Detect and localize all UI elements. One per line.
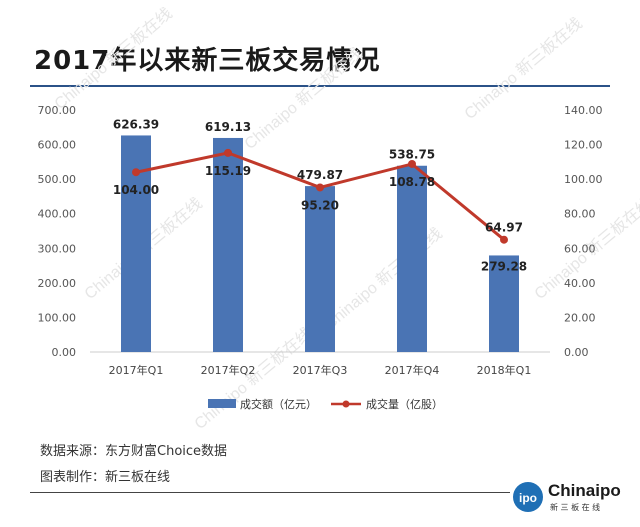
y-left-tick-label: 100.00 — [38, 311, 77, 324]
y-left-tick-label: 700.00 — [38, 104, 77, 117]
y-right-tick-label: 80.00 — [564, 208, 596, 221]
line-value-label: 95.20 — [301, 198, 339, 212]
legend-label-bar: 成交额（亿元） — [240, 397, 317, 411]
chart-title: 2017年以来新三板交易情况 — [34, 46, 381, 76]
source-note: 数据来源：东方财富Choice数据 — [40, 444, 228, 459]
y-right-tick-label: 120.00 — [564, 139, 603, 152]
title-divider — [30, 85, 610, 87]
bar — [397, 165, 427, 352]
watermark: Chinaipo 新三板在线 — [241, 44, 366, 153]
x-tick-label: 2017年Q4 — [385, 363, 440, 377]
line-point — [224, 148, 232, 157]
bar-value-label: 479.87 — [297, 168, 343, 182]
bar — [305, 186, 335, 352]
footer-divider — [30, 492, 510, 493]
y-left-tick-label: 600.00 — [38, 139, 77, 152]
y-left-tick-label: 0.00 — [52, 346, 77, 359]
legend-swatch-point — [342, 400, 350, 408]
x-tick-label: 2017年Q3 — [293, 363, 348, 377]
bar — [213, 137, 243, 352]
y-right-tick-label: 140.00 — [564, 104, 603, 117]
line-point — [408, 159, 416, 168]
bar-value-label: 619.13 — [205, 120, 251, 134]
line-point — [500, 235, 508, 244]
svg-text:新 三 板 在 线: 新 三 板 在 线 — [550, 502, 600, 512]
y-left-tick-label: 200.00 — [38, 277, 77, 290]
bar — [121, 135, 151, 352]
line-value-label: 108.78 — [389, 175, 435, 189]
line-value-label: 64.97 — [485, 221, 523, 235]
x-tick-label: 2017年Q1 — [109, 363, 164, 377]
watermark: Chinaipo 新三板在线 — [191, 324, 316, 433]
y-left-tick-label: 500.00 — [38, 173, 77, 186]
y-right-tick-label: 100.00 — [564, 173, 603, 186]
chinaipo-logo: ipo Chinaipo 新 三 板 在 线 — [513, 481, 621, 512]
line-value-label: 104.00 — [113, 183, 159, 197]
bar-value-label: 538.75 — [389, 148, 435, 162]
bar-value-label: 279.28 — [481, 259, 527, 273]
legend-swatch-bar — [208, 399, 236, 408]
x-tick-label: 2017年Q2 — [201, 363, 256, 377]
svg-text:ipo: ipo — [519, 491, 537, 505]
bar-value-label: 626.39 — [113, 117, 159, 131]
y-right-tick-label: 60.00 — [564, 242, 596, 255]
line-point — [316, 183, 324, 192]
x-tick-label: 2018年Q1 — [477, 363, 532, 377]
svg-text:Chinaipo: Chinaipo — [548, 481, 621, 500]
line-point — [132, 168, 140, 177]
legend-label-line: 成交量（亿股） — [366, 397, 443, 411]
y-left-tick-label: 400.00 — [38, 208, 77, 221]
made-by-note: 图表制作：新三板在线 — [40, 470, 171, 485]
y-right-tick-label: 0.00 — [564, 346, 589, 359]
bar — [489, 255, 519, 352]
y-right-tick-label: 20.00 — [564, 311, 596, 324]
y-right-tick-label: 40.00 — [564, 277, 596, 290]
watermark: Chinaipo 新三板在线 — [51, 4, 176, 113]
y-left-tick-label: 300.00 — [38, 242, 77, 255]
line-value-label: 115.19 — [205, 164, 251, 178]
